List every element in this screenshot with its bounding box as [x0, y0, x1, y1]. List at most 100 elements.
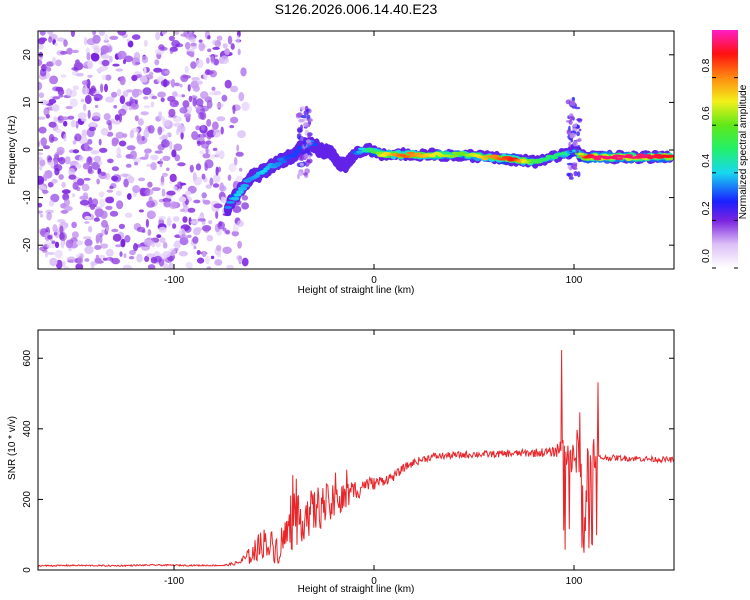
spread-mark — [303, 153, 309, 160]
noise-blob — [224, 48, 230, 56]
noise-blob — [187, 84, 191, 92]
noise-blob — [206, 119, 212, 127]
noise-blob — [162, 155, 171, 162]
noise-blob — [237, 48, 241, 56]
noise-blob — [185, 261, 193, 269]
noise-blob — [224, 79, 232, 89]
noise-blob — [47, 235, 53, 240]
noise-blob — [49, 75, 59, 85]
noise-blob — [193, 227, 201, 236]
noise-blob — [174, 31, 180, 36]
noise-blob — [162, 197, 172, 203]
noise-blob — [195, 163, 202, 171]
noise-blob — [141, 135, 145, 141]
noise-blob — [75, 72, 84, 77]
noise-blob — [138, 209, 144, 213]
noise-blob — [91, 198, 99, 206]
noise-blob — [159, 158, 163, 168]
noise-blob — [106, 120, 112, 126]
spread-mark — [304, 147, 310, 153]
noise-blob — [93, 93, 103, 101]
noise-blob — [123, 55, 134, 63]
colorbar-tick-label: 0.6 — [701, 106, 712, 120]
noise-blob — [39, 159, 46, 167]
noise-blob — [138, 177, 146, 182]
noise-blob — [38, 152, 44, 156]
noise-blob — [217, 253, 222, 258]
noise-blob — [88, 197, 93, 206]
noise-blob — [51, 178, 58, 184]
noise-blob — [187, 207, 196, 213]
noise-blob — [39, 246, 48, 252]
noise-blob — [55, 259, 63, 269]
noise-blob — [113, 105, 118, 109]
noise-blob — [115, 68, 124, 72]
noise-blob — [111, 257, 120, 265]
noise-blob — [160, 181, 165, 187]
noise-blob — [196, 250, 201, 255]
noise-blob — [123, 178, 129, 188]
noise-blob — [166, 167, 170, 172]
noise-blob — [60, 210, 69, 214]
noise-blob — [182, 100, 190, 108]
spread-mark — [303, 122, 309, 128]
noise-blob — [169, 140, 173, 150]
noise-blob — [100, 45, 110, 54]
noise-blob — [94, 245, 102, 250]
noise-blob — [195, 59, 204, 69]
noise-blob — [87, 60, 94, 69]
noise-blob — [129, 150, 137, 160]
noise-blob — [118, 140, 127, 147]
noise-blob — [116, 147, 122, 156]
noise-blob — [150, 101, 155, 108]
noise-blob — [81, 87, 90, 95]
noise-blob — [200, 124, 206, 131]
noise-blob — [202, 225, 212, 232]
noise-blob — [72, 149, 80, 154]
noise-blob — [106, 189, 114, 193]
snr-x-tick-label: -100 — [164, 576, 184, 587]
snr-x-label: Height of straight line (km) — [298, 584, 415, 595]
noise-blob — [188, 95, 193, 103]
noise-blob — [213, 203, 223, 209]
noise-blob — [120, 173, 129, 177]
noise-blob — [100, 210, 108, 219]
noise-blob — [192, 172, 197, 181]
noise-blob — [159, 237, 166, 244]
noise-blob — [238, 92, 245, 102]
noise-blob — [190, 220, 200, 224]
noise-blob — [232, 223, 239, 233]
noise-blob — [79, 199, 90, 206]
snr-y-tick-label: 400 — [22, 420, 33, 437]
noise-blob — [75, 59, 80, 65]
noise-blob — [136, 253, 143, 263]
noise-blob — [84, 245, 94, 255]
noise-blob — [208, 220, 213, 225]
spread-mark — [303, 172, 308, 176]
noise-blob — [116, 200, 124, 210]
snr-y-label: SNR (10 * v/v) — [7, 416, 18, 480]
spread-mark — [568, 155, 575, 158]
noise-blob — [159, 46, 168, 51]
noise-blob — [240, 67, 247, 77]
spread-mark — [575, 106, 581, 110]
noise-blob — [205, 146, 209, 155]
noise-blob — [201, 173, 206, 180]
noise-blob — [183, 113, 192, 119]
noise-blob — [161, 172, 168, 177]
noise-blob — [239, 167, 243, 172]
noise-blob — [119, 95, 126, 105]
noise-blob — [38, 81, 43, 91]
noise-blob — [176, 128, 180, 136]
noise-blob — [117, 31, 127, 36]
noise-blob — [179, 83, 183, 88]
noise-blob — [63, 39, 68, 47]
noise-blob — [125, 163, 132, 168]
noise-blob — [220, 55, 229, 65]
noise-blob — [181, 94, 186, 98]
noise-blob — [195, 98, 204, 107]
spread-mark — [300, 135, 304, 142]
noise-blob — [222, 246, 232, 254]
